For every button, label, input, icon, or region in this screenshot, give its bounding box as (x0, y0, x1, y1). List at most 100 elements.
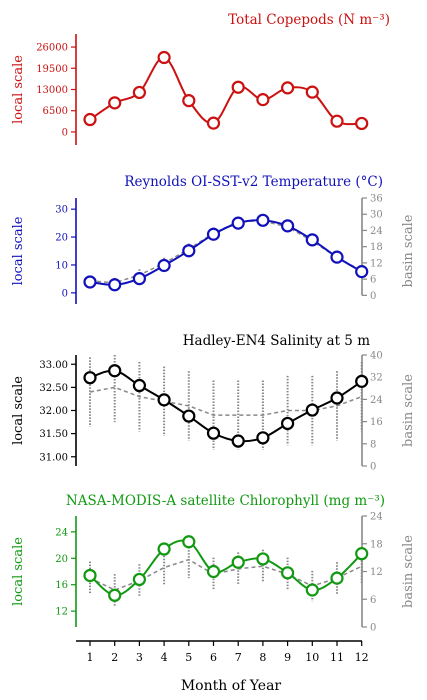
panel-4-ytick-label: 24 (55, 527, 68, 538)
x-axis-label: Month of Year (181, 678, 282, 694)
panel-4-point (256, 552, 270, 566)
panel-1-point (231, 80, 245, 94)
panel-2-point (132, 272, 146, 286)
panel-2-y2tick-label: 0 (370, 291, 376, 302)
panel-4-point (182, 535, 196, 549)
panel-2-point (231, 216, 245, 230)
x-tick-label: 8 (259, 651, 266, 664)
panel-2-y2tick-label: 18 (370, 242, 383, 253)
panel-4-y2label: basin scale (401, 535, 416, 608)
panel-2-point (355, 265, 369, 279)
panel-3-basin-line (89, 386, 362, 416)
panel-2-ytick-label: 0 (62, 288, 68, 299)
panel-3-series-line (89, 369, 363, 443)
panel-3-point (231, 434, 245, 448)
panel-3-y2label: basin scale (401, 374, 416, 447)
panel-4-y2tick-label: 12 (370, 567, 383, 578)
panel-2-point (256, 213, 270, 227)
panel-3-point (281, 416, 295, 431)
panel-3-y2tick-label: 40 (370, 351, 383, 362)
panel-2-series-line (89, 219, 363, 286)
panel-1-point (330, 114, 344, 128)
x-tick-label: 3 (136, 651, 143, 664)
panel-3-point (108, 364, 122, 378)
panel-4-point (132, 572, 146, 587)
panel-1-point (108, 96, 122, 110)
panel-2-point (330, 250, 344, 264)
panel-4-ytick-label: 16 (55, 580, 68, 591)
panel-2-ytick-label: 30 (55, 205, 68, 216)
panel-1-point (305, 85, 319, 99)
panel-3-y2tick-label: 8 (370, 439, 376, 450)
panel-4-y2tick-label: 0 (370, 623, 376, 634)
panel-4-point (355, 547, 369, 561)
panel-4-point (305, 583, 319, 597)
panel-1-ytick-label: 13000 (36, 85, 68, 96)
panel-3-ytick-label: 32.50 (39, 383, 68, 394)
panel-3-ylabel: local scale (11, 376, 26, 445)
panel-4-ylabel: local scale (11, 537, 26, 606)
panel-1-ytick-label: 6500 (43, 106, 68, 117)
panel-4-point (157, 542, 171, 556)
x-tick-label: 10 (305, 651, 319, 664)
panel-1-ytick-label: 26000 (36, 43, 68, 54)
panel-1-point (132, 85, 146, 100)
panel-2-y2tick-label: 6 (370, 275, 376, 286)
panel-2-point (83, 275, 97, 289)
panel-3-y2tick-label: 16 (370, 417, 383, 428)
panel-4-ytick-label: 12 (55, 607, 68, 618)
panel-1-point (182, 93, 196, 108)
panel-2-y2tick-label: 12 (370, 258, 383, 269)
panel-2-y2tick-label: 36 (370, 194, 383, 205)
panel-3-ytick-label: 31.50 (39, 429, 68, 440)
panel-4-ytick-label: 20 (55, 554, 68, 565)
panel-3-point (355, 374, 369, 388)
panel-4-y2tick-label: 18 (370, 539, 383, 550)
panel-3-y2tick-label: 32 (370, 373, 383, 384)
panel-3-point (132, 378, 146, 393)
x-tick-label: 9 (284, 651, 291, 664)
panel-4-y2tick-label: 24 (370, 512, 383, 523)
panel-4-y2tick-label: 6 (370, 595, 376, 606)
panel-3-point (182, 409, 196, 423)
panel-3-y2tick-label: 0 (370, 462, 376, 473)
panel-2-ytick-label: 20 (55, 233, 68, 244)
x-tick-label: 4 (161, 651, 168, 664)
panel-3-point (83, 371, 97, 385)
panel-2-ytick-label: 10 (55, 260, 68, 271)
panel-1-ytick-label: 19500 (36, 64, 68, 75)
panel-2-y2tick-label: 30 (370, 210, 383, 221)
panel-3-point (256, 431, 270, 445)
panel-1-title: Total Copepods (N m⁻³) (228, 12, 390, 28)
panel-3-y2tick-label: 24 (370, 395, 383, 406)
x-tick-label: 6 (210, 651, 217, 664)
panel-2-y2label: basin scale (401, 214, 416, 287)
panel-4-point (231, 555, 245, 569)
panel-1-point (83, 112, 97, 127)
panel-1-point (281, 81, 295, 95)
panel-3-point (206, 426, 221, 440)
panel-4-point (108, 588, 122, 602)
panel-2-y2tick-label: 24 (370, 226, 383, 237)
panel-2-point (157, 258, 171, 273)
panel-3-point (330, 391, 344, 405)
panel-1-ylabel: local scale (11, 55, 26, 124)
panel-2-point (305, 233, 319, 247)
panel-2-point (281, 219, 295, 233)
panel-1-point (355, 116, 369, 131)
panel-4-point (281, 566, 295, 580)
panel-3-point (305, 403, 319, 417)
panel-4-point (206, 564, 221, 579)
panel-3-point (157, 393, 171, 407)
panel-1-point (157, 50, 171, 65)
panel-2-basin-line (89, 220, 363, 284)
panel-3-title: Hadley-EN4 Salinity at 5 m (183, 333, 370, 349)
panel-2-point (182, 244, 196, 258)
panel-3-ytick-label: 33.00 (39, 360, 68, 371)
panel-2-ylabel: local scale (11, 216, 26, 285)
x-tick-label: 1 (87, 651, 94, 664)
x-tick-label: 12 (355, 651, 369, 664)
panel-3-ytick-label: 32.00 (39, 406, 68, 417)
x-tick-label: 5 (185, 651, 192, 664)
